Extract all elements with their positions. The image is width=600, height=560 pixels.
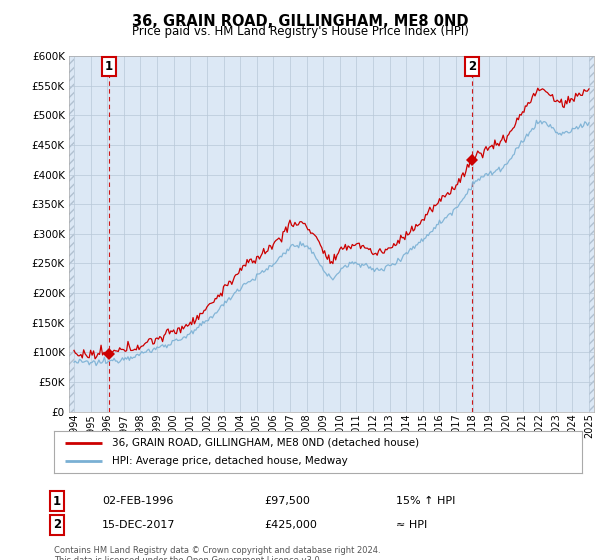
Bar: [589, 56, 594, 412]
Text: Price paid vs. HM Land Registry's House Price Index (HPI): Price paid vs. HM Land Registry's House …: [131, 25, 469, 38]
Text: 2: 2: [53, 518, 61, 531]
Text: 15-DEC-2017: 15-DEC-2017: [102, 520, 176, 530]
Text: 15% ↑ HPI: 15% ↑ HPI: [396, 496, 455, 506]
Text: 36, GRAIN ROAD, GILLINGHAM, ME8 0ND (detached house): 36, GRAIN ROAD, GILLINGHAM, ME8 0ND (det…: [112, 438, 419, 448]
Text: 36, GRAIN ROAD, GILLINGHAM, ME8 0ND: 36, GRAIN ROAD, GILLINGHAM, ME8 0ND: [132, 14, 468, 29]
Text: ≈ HPI: ≈ HPI: [396, 520, 427, 530]
Text: £97,500: £97,500: [264, 496, 310, 506]
Text: 1: 1: [104, 60, 113, 73]
Text: HPI: Average price, detached house, Medway: HPI: Average price, detached house, Medw…: [112, 456, 348, 466]
Bar: [69, 56, 74, 412]
Text: £425,000: £425,000: [264, 520, 317, 530]
Text: 1: 1: [53, 494, 61, 508]
Text: Contains HM Land Registry data © Crown copyright and database right 2024.
This d: Contains HM Land Registry data © Crown c…: [54, 546, 380, 560]
Text: 2: 2: [468, 60, 476, 73]
Text: 02-FEB-1996: 02-FEB-1996: [102, 496, 173, 506]
